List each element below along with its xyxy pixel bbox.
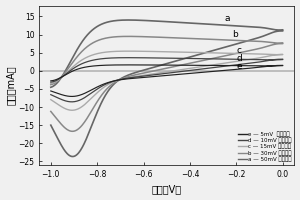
Text: b: b	[232, 30, 238, 39]
Y-axis label: 电流（mA）: 电流（mA）	[6, 65, 16, 105]
Legend: e — 5mV  扫描速率, d — 10mV 扫描速率, c — 15mV 扫描速率, b — 30mV 扫描速率, a — 50mV 扫描速率: e — 5mV 扫描速率, d — 10mV 扫描速率, c — 15mV 扫描…	[236, 129, 294, 164]
Text: a: a	[225, 14, 230, 23]
X-axis label: 电压（V）: 电压（V）	[152, 184, 182, 194]
Text: d: d	[236, 54, 242, 63]
Text: e: e	[236, 62, 242, 71]
Text: c: c	[236, 46, 242, 55]
